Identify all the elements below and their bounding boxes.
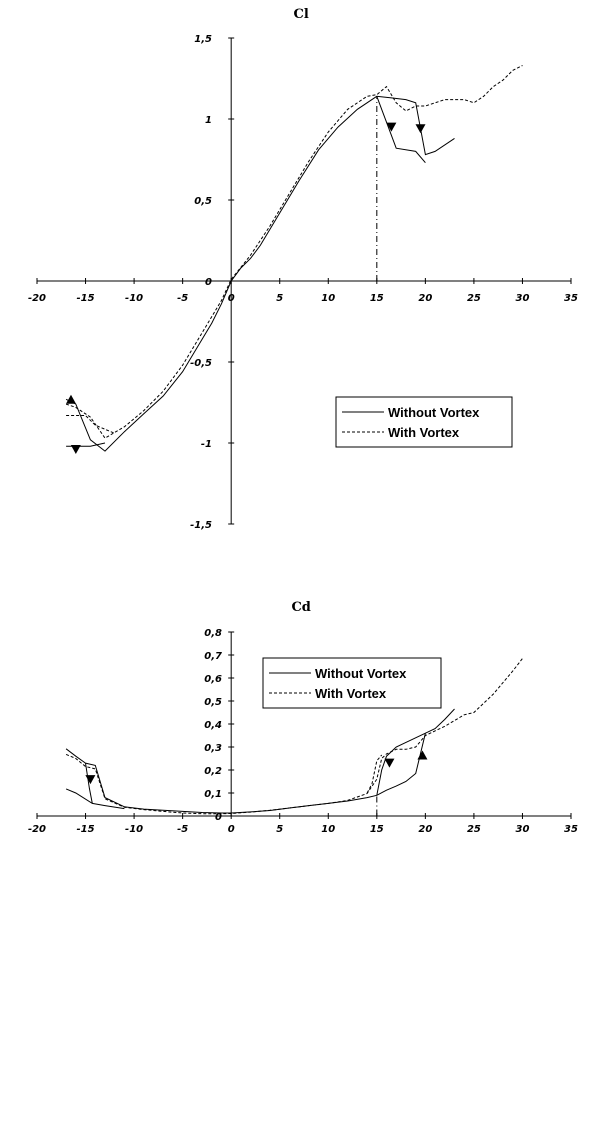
y-tick-label: 0,5 bbox=[204, 697, 222, 708]
y-tick-label: 0 bbox=[205, 277, 212, 288]
x-tick-label: 30 bbox=[515, 293, 529, 304]
y-tick-label: 0,3 bbox=[204, 743, 222, 754]
series-with-vortex-line bbox=[65, 65, 523, 439]
y-tick-label: 0,4 bbox=[204, 720, 222, 731]
series-with-vortex-line bbox=[66, 415, 115, 434]
x-tick-label: 25 bbox=[467, 824, 481, 835]
x-tick-label: 20 bbox=[418, 293, 432, 304]
x-tick-label: 5 bbox=[276, 293, 283, 304]
arrow-down-marker bbox=[386, 122, 397, 132]
x-tick-label: -15 bbox=[77, 293, 95, 304]
x-tick-label: -15 bbox=[77, 824, 95, 835]
x-tick-label: 25 bbox=[467, 293, 481, 304]
x-tick-label: -20 bbox=[28, 824, 46, 835]
x-tick-label: 5 bbox=[276, 824, 283, 835]
x-tick-label: -5 bbox=[177, 293, 188, 304]
x-tick-label: -5 bbox=[177, 824, 188, 835]
arrow-down-marker bbox=[70, 444, 81, 454]
x-tick-label: -10 bbox=[125, 824, 143, 835]
arrow-down-marker bbox=[415, 124, 426, 134]
x-tick-label: 15 bbox=[370, 824, 384, 835]
series-with-vortex-line bbox=[65, 658, 523, 815]
y-tick-label: 0,8 bbox=[204, 628, 222, 639]
x-tick-label: 20 bbox=[418, 824, 432, 835]
x-tick-label: -20 bbox=[28, 293, 46, 304]
x-tick-label: -10 bbox=[125, 293, 143, 304]
chart-title: Cd bbox=[291, 600, 310, 615]
cl-chart: Cl -20 -15 -10 -5 0 5 10 15 20 25 30 35 1,5 1 0,5 0 -0,5 -… bbox=[28, 7, 578, 531]
legend: Without Vortex With Vortex bbox=[262, 657, 442, 709]
x-tick-label: 35 bbox=[564, 293, 578, 304]
arrow-down-marker bbox=[85, 775, 96, 785]
y-tick-label: 0,5 bbox=[194, 196, 212, 207]
y-tick-label: 0,2 bbox=[204, 766, 222, 777]
y-tick-label: 0,7 bbox=[204, 651, 222, 662]
x-tick-label: 0 bbox=[228, 293, 235, 304]
x-tick-label: 10 bbox=[321, 824, 335, 835]
legend-label-with-vortex: With Vortex bbox=[388, 425, 460, 440]
series-without-vortex-line bbox=[85, 763, 93, 804]
legend-box bbox=[262, 657, 442, 709]
x-tick-label: 30 bbox=[515, 824, 529, 835]
legend-box bbox=[335, 396, 513, 448]
series-without-vortex-line bbox=[65, 788, 125, 810]
series-with-vortex-line bbox=[366, 754, 383, 794]
y-tick-label: 0,1 bbox=[204, 789, 222, 800]
legend-label-without-vortex: Without Vortex bbox=[388, 405, 480, 420]
y-tick-label: 0,6 bbox=[204, 674, 222, 685]
legend-label-with-vortex: With Vortex bbox=[315, 686, 387, 701]
y-tick-label: -1,5 bbox=[190, 520, 212, 531]
cd-chart: Cd -20 -15 -10 -5 0 5 10 15 20 25 30 35 0,8 0,7 0,6 0,5 0… bbox=[28, 600, 578, 835]
y-tick-label: 0 bbox=[215, 812, 222, 823]
x-tick-label: 35 bbox=[564, 824, 578, 835]
y-tick-label: -0,5 bbox=[190, 358, 212, 369]
series-without-vortex-line bbox=[65, 95, 455, 452]
y-tick-label: 1 bbox=[205, 115, 212, 126]
x-tick-label: 0 bbox=[228, 824, 235, 835]
arrow-down-marker bbox=[384, 758, 395, 768]
series-without-vortex-line bbox=[65, 708, 455, 814]
arrow-up-marker bbox=[417, 750, 428, 760]
legend: Without Vortex With Vortex bbox=[335, 396, 513, 448]
y-tick-label: -1 bbox=[201, 439, 212, 450]
series-without-vortex-line bbox=[376, 96, 426, 164]
chart-title: Cl bbox=[294, 7, 309, 22]
legend-label-without-vortex: Without Vortex bbox=[315, 666, 407, 681]
arrow-up-marker bbox=[65, 394, 76, 404]
x-tick-label: 10 bbox=[321, 293, 335, 304]
x-tick-label: 15 bbox=[370, 293, 384, 304]
y-tick-label: 1,5 bbox=[194, 34, 212, 45]
